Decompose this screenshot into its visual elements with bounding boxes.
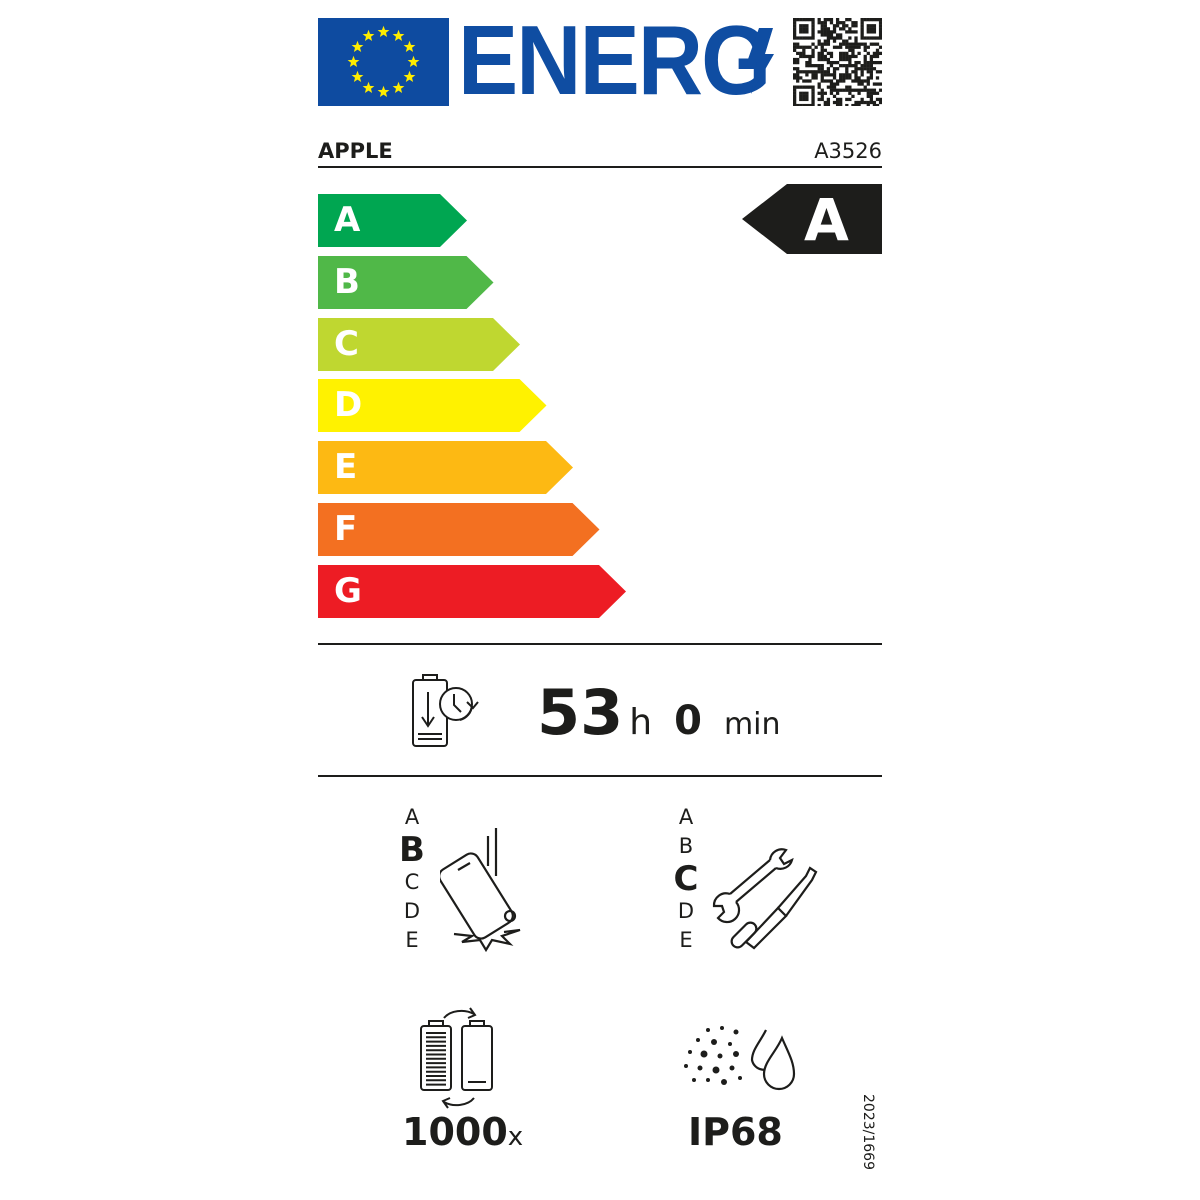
dust-water-icon <box>684 1026 796 1091</box>
energy-class-g: G <box>318 564 626 618</box>
star-icon <box>377 85 390 97</box>
energy-class-label: C <box>334 323 359 364</box>
battery-clock-icon <box>412 674 479 747</box>
regulation-number: 2023/1669 <box>860 1094 876 1170</box>
scale-letter-d: D <box>403 899 421 923</box>
scale-letter-c: C <box>404 870 420 894</box>
star-icon <box>403 70 416 82</box>
divider <box>318 166 882 168</box>
energy-class-label: A <box>334 200 361 240</box>
battery-endurance-value: 53 h 0 min <box>537 676 781 749</box>
star-icon <box>347 55 360 67</box>
scale-letter-b: B <box>678 834 694 858</box>
cycles-number: 1000 <box>402 1110 508 1154</box>
scale-letter-e: E <box>679 928 693 952</box>
energy-rating-indicator: A <box>742 184 882 254</box>
divider <box>318 775 882 777</box>
battery-cycle-icon <box>420 1007 493 1109</box>
lightning-bolt-icon <box>747 28 774 94</box>
energy-class-e: E <box>318 441 573 495</box>
phone-drop-icon <box>440 828 521 953</box>
star-icon <box>377 25 390 37</box>
star-icon <box>392 29 405 41</box>
energy-rating-letter: A <box>804 186 849 254</box>
minutes-value: 0 <box>674 698 702 744</box>
qr-code[interactable] <box>793 18 882 106</box>
energy-class-label: E <box>334 447 358 488</box>
star-icon <box>362 29 375 41</box>
energy-class-label: F <box>334 509 358 549</box>
supplier-name: APPLE <box>318 139 393 163</box>
energy-class-c: C <box>318 317 520 371</box>
hours-value: 53 <box>537 676 624 749</box>
energy-class-a: A <box>318 194 467 247</box>
energy-class-f: F <box>318 503 600 556</box>
wrench-screwdriver-icon <box>712 848 818 950</box>
star-icon <box>392 81 405 93</box>
star-icon <box>351 70 364 82</box>
energy-class-b: B <box>318 255 494 309</box>
ip-rating-value: IP68 <box>688 1110 783 1154</box>
cycles-unit: x <box>507 1122 524 1152</box>
energy-class-label: B <box>334 261 360 302</box>
hours-unit: h <box>629 702 653 743</box>
star-icon <box>407 55 420 67</box>
eu-flag-icon <box>318 18 449 106</box>
scale-letter-a: A <box>404 805 420 829</box>
energy-class-label: D <box>334 385 363 426</box>
energy-class-d: D <box>318 379 547 433</box>
minutes-unit: min <box>723 707 781 742</box>
energy-class-label: G <box>334 570 362 611</box>
star-icon <box>403 40 416 52</box>
scale-letter-b: B <box>399 830 425 870</box>
divider <box>318 643 882 645</box>
scale-letter-d: D <box>677 899 695 923</box>
battery-cycles-value: 1000x <box>402 1110 523 1154</box>
scale-letter-a: A <box>678 805 694 829</box>
energ-logo-text: ENERG <box>458 5 771 115</box>
energy-logo: ENERG <box>458 10 797 110</box>
star-icon <box>362 81 375 93</box>
star-icon <box>351 40 364 52</box>
scale-letter-c: C <box>673 859 699 899</box>
scale-letter-e: E <box>405 928 419 952</box>
model-identifier: A3526 <box>814 139 882 163</box>
